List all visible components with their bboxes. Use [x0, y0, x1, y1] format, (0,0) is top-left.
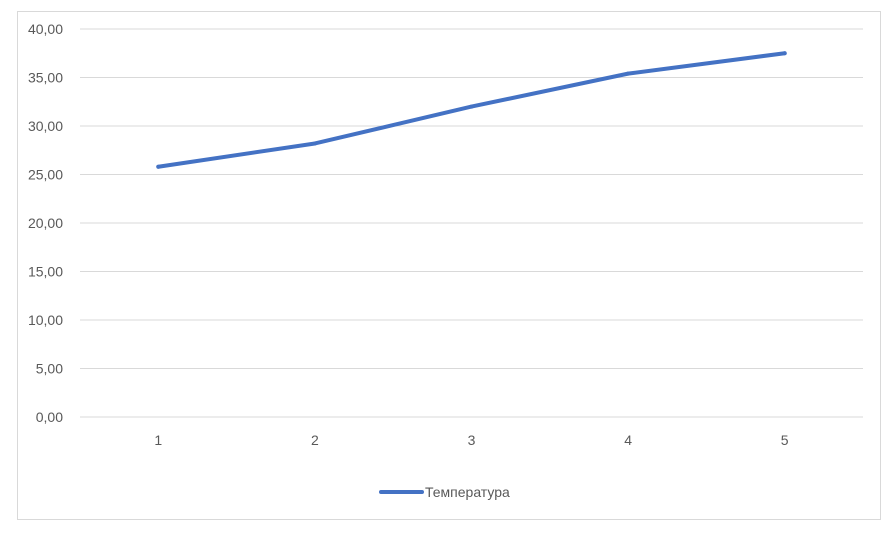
series-line-0 — [156, 51, 787, 169]
x-tick-label: 4 — [624, 432, 632, 448]
y-tick-label: 0,00 — [36, 409, 63, 425]
y-tick-label: 40,00 — [28, 21, 63, 37]
x-tick-label: 1 — [154, 432, 162, 448]
x-tick-label: 2 — [311, 432, 319, 448]
y-axis-tick-labels: 0,00 5,00 10,00 15,00 20,00 25,00 30,00 35,00 40… — [28, 21, 63, 425]
legend-label: Температура — [425, 484, 510, 500]
y-tick-label: 10,00 — [28, 312, 63, 328]
x-axis-tick-labels: 1 2 3 4 5 — [154, 432, 788, 448]
y-tick-label: 30,00 — [28, 118, 63, 134]
gridlines — [80, 28, 863, 418]
y-tick-label: 5,00 — [36, 361, 63, 377]
series-layer — [156, 51, 787, 169]
y-tick-label: 35,00 — [28, 70, 63, 86]
data-point — [782, 51, 787, 56]
data-point — [469, 104, 474, 109]
data-point — [626, 71, 631, 76]
data-point — [156, 164, 161, 169]
data-point — [312, 141, 317, 146]
y-tick-label: 15,00 — [28, 264, 63, 280]
legend: Температура — [379, 484, 510, 500]
y-tick-label: 25,00 — [28, 167, 63, 183]
x-tick-label: 3 — [468, 432, 476, 448]
chart-frame — [17, 11, 881, 520]
y-tick-label: 20,00 — [28, 215, 63, 231]
x-tick-label: 5 — [781, 432, 789, 448]
